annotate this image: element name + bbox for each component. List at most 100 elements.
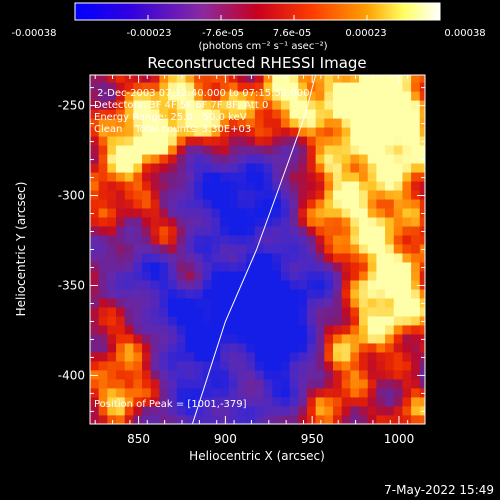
image-pixel xyxy=(202,352,212,362)
image-pixel xyxy=(202,334,212,344)
image-pixel xyxy=(315,406,325,416)
image-pixel xyxy=(107,226,117,236)
image-pixel xyxy=(168,388,178,398)
image-pixel xyxy=(211,298,221,308)
image-pixel xyxy=(202,397,212,407)
image-pixel xyxy=(280,334,291,344)
image-pixel xyxy=(107,334,117,344)
image-pixel xyxy=(142,136,152,146)
image-pixel xyxy=(116,388,126,398)
image-pixel xyxy=(194,253,204,263)
image-pixel xyxy=(159,370,169,380)
image-pixel xyxy=(419,343,425,353)
y-tick-label: -350 xyxy=(58,278,85,292)
image-pixel xyxy=(376,361,386,371)
image-pixel xyxy=(263,154,273,164)
image-pixel xyxy=(306,109,317,119)
image-area xyxy=(89,74,426,425)
image-pixel xyxy=(419,226,425,236)
image-pixel xyxy=(107,253,117,263)
image-pixel xyxy=(263,172,273,182)
image-pixel xyxy=(142,388,152,398)
image-pixel xyxy=(280,217,291,227)
image-pixel xyxy=(272,118,282,128)
image-pixel xyxy=(220,109,230,119)
image-pixel xyxy=(359,343,369,353)
image-pixel xyxy=(237,109,247,119)
image-pixel xyxy=(376,154,386,164)
image-pixel xyxy=(176,235,186,245)
image-pixel xyxy=(202,136,212,146)
image-pixel xyxy=(168,154,178,164)
image-pixel xyxy=(333,280,343,290)
image-pixel xyxy=(194,316,204,326)
image-pixel xyxy=(333,145,343,155)
image-pixel xyxy=(246,226,256,236)
image-pixel xyxy=(159,163,169,173)
colorbar-tick-label-5: 0.00038 xyxy=(444,28,485,39)
image-pixel xyxy=(324,280,334,290)
image-pixel xyxy=(116,181,126,191)
image-pixel xyxy=(142,307,152,317)
image-pixel xyxy=(306,199,317,209)
image-pixel xyxy=(202,217,212,227)
image-pixel xyxy=(411,199,421,209)
image-pixel xyxy=(168,100,178,110)
image-pixel xyxy=(341,199,351,209)
image-pixel xyxy=(133,145,143,155)
image-pixel xyxy=(202,325,212,335)
image-pixel xyxy=(220,334,230,344)
image-pixel xyxy=(376,316,386,326)
image-pixel xyxy=(185,307,195,317)
image-pixel xyxy=(176,307,186,317)
image-pixel xyxy=(333,397,343,407)
image-pixel xyxy=(324,334,334,344)
image-pixel xyxy=(306,262,317,272)
image-pixel xyxy=(359,181,369,191)
image-pixel xyxy=(211,415,221,424)
image-pixel xyxy=(150,190,160,200)
image-pixel xyxy=(298,91,308,101)
image-pixel xyxy=(419,172,425,182)
image-pixel xyxy=(333,136,343,146)
image-pixel xyxy=(150,145,160,155)
image-pixel xyxy=(341,262,351,272)
image-pixel xyxy=(280,415,291,424)
image-pixel xyxy=(194,118,204,128)
image-pixel xyxy=(324,325,334,335)
image-pixel xyxy=(263,136,273,146)
image-pixel xyxy=(150,370,160,380)
image-pixel xyxy=(280,226,291,236)
image-pixel xyxy=(142,343,152,353)
image-pixel xyxy=(263,109,273,119)
image-pixel xyxy=(289,352,299,362)
image-pixel xyxy=(254,388,264,398)
x-tick-label: 1000 xyxy=(384,432,415,446)
image-pixel xyxy=(107,145,117,155)
image-pixel xyxy=(194,109,204,119)
image-pixel xyxy=(159,379,169,389)
image-pixel xyxy=(376,370,386,380)
image-pixel xyxy=(133,280,143,290)
image-pixel xyxy=(376,100,386,110)
image-pixel xyxy=(90,145,100,155)
image-pixel xyxy=(393,343,403,353)
image-pixel xyxy=(385,75,395,83)
image-pixel xyxy=(142,109,152,119)
image-pixel xyxy=(159,172,169,182)
image-pixel xyxy=(341,298,351,308)
image-pixel xyxy=(359,118,369,128)
image-pixel xyxy=(254,361,264,371)
image-pixel xyxy=(350,244,360,254)
image-pixel xyxy=(376,226,386,236)
image-pixel xyxy=(280,190,291,200)
image-pixel xyxy=(176,343,186,353)
image-pixel xyxy=(220,343,230,353)
image-pixel xyxy=(385,181,395,191)
image-pixel xyxy=(385,190,395,200)
image-pixel xyxy=(107,199,117,209)
image-pixel xyxy=(289,91,299,101)
image-pixel xyxy=(211,217,221,227)
image-pixel xyxy=(359,307,369,317)
image-pixel xyxy=(228,271,238,281)
